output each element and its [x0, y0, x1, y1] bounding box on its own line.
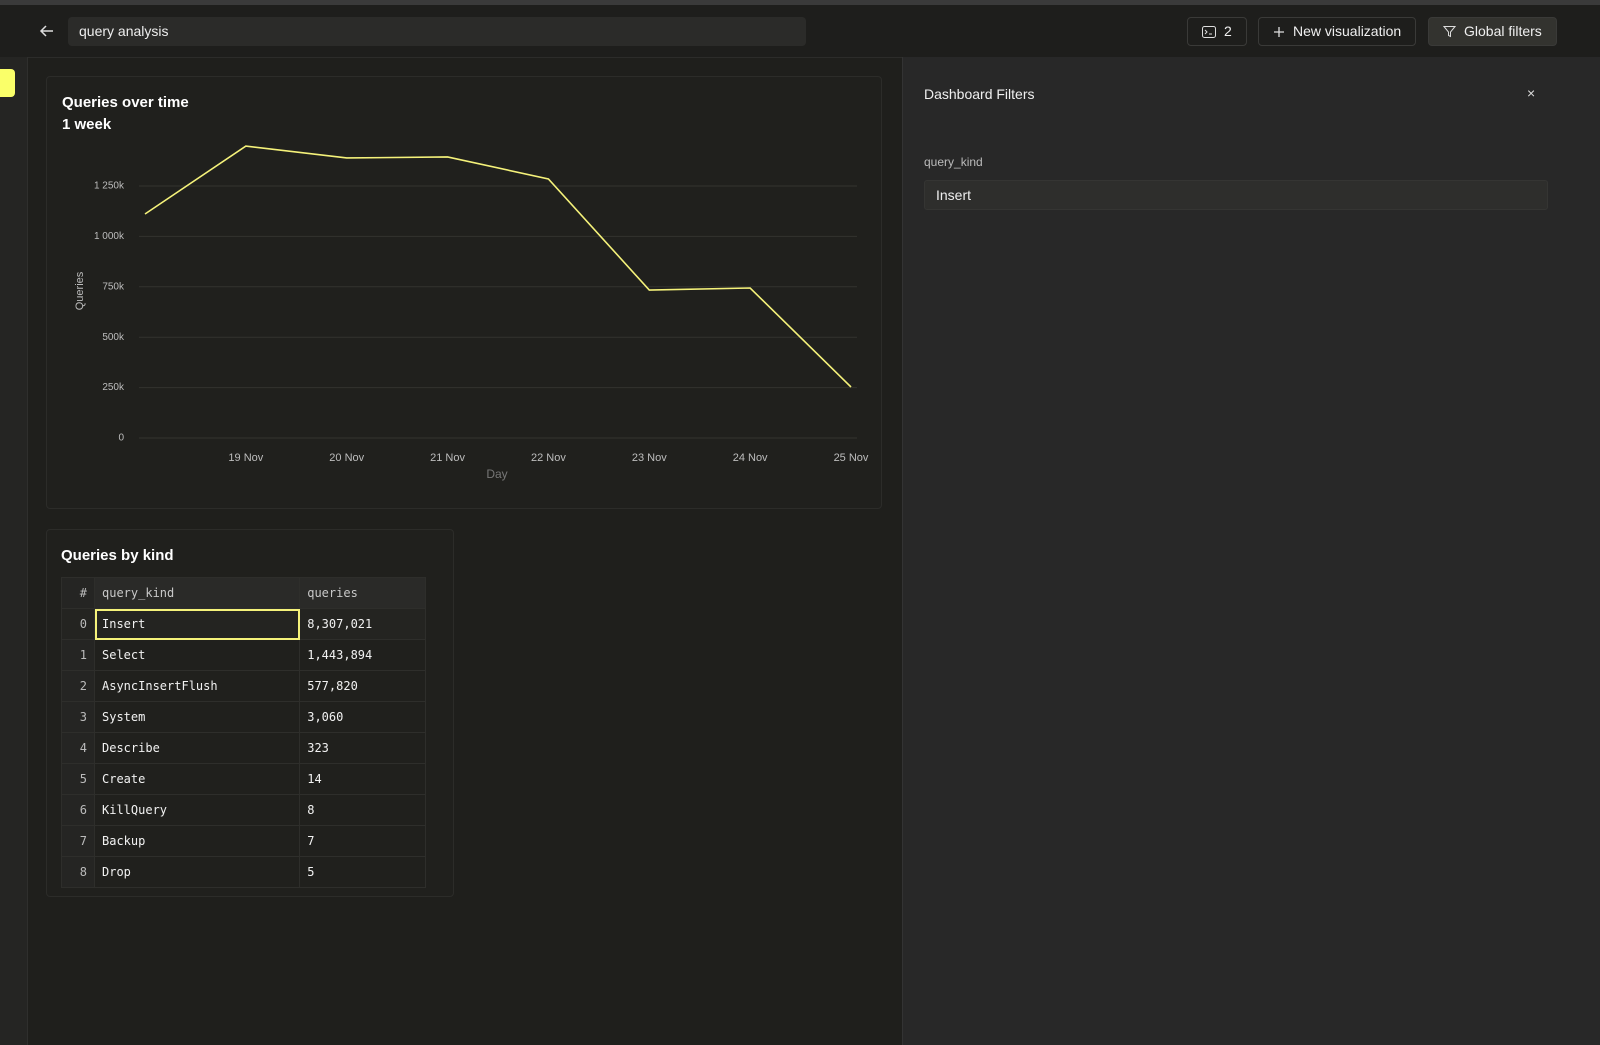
y-tick-label: 1 250k	[94, 181, 125, 192]
table-row: 7Backup7	[62, 826, 426, 857]
terminal-icon	[1202, 26, 1216, 38]
chart-title: Queries over time	[62, 94, 189, 111]
x-tick-label: 25 Nov	[834, 452, 869, 464]
table-cell[interactable]: 323	[300, 733, 426, 764]
table-cell[interactable]: 5	[62, 764, 95, 795]
table-cell[interactable]: 0	[62, 609, 95, 640]
sidebar	[0, 57, 28, 1045]
y-tick-label: 500k	[102, 332, 125, 343]
y-axis-title: Queries	[74, 271, 86, 310]
x-tick-label: 21 Nov	[430, 452, 465, 464]
table-cell[interactable]: 577,820	[300, 671, 426, 702]
filters-panel: Dashboard Filters × query_kind Insert	[902, 57, 1600, 1045]
column-header: queries	[300, 578, 426, 609]
result-table: #query_kindqueries0Insert8,307,0211Selec…	[61, 577, 426, 888]
table-cell[interactable]: 8	[300, 795, 426, 826]
title-input[interactable]: query analysis	[68, 17, 806, 46]
table-cell[interactable]: 6	[62, 795, 95, 826]
new-visualization-button[interactable]: New visualization	[1258, 17, 1416, 46]
table-cell[interactable]: AsyncInsertFlush	[95, 671, 300, 702]
table-title: Queries by kind	[61, 547, 174, 564]
filter-select[interactable]: Insert	[924, 180, 1548, 210]
line	[145, 146, 851, 387]
chart-subtitle: 1 week	[62, 116, 112, 133]
table-row: 8Drop5	[62, 857, 426, 888]
x-tick-label: 24 Nov	[733, 452, 768, 464]
table-cell[interactable]: 8,307,021	[300, 609, 426, 640]
filter-label: query_kind	[924, 155, 983, 169]
table-row: 5Create14	[62, 764, 426, 795]
table-cell[interactable]: System	[95, 702, 300, 733]
table-cell[interactable]: 8	[62, 857, 95, 888]
sidebar-active[interactable]	[0, 69, 15, 97]
x-tick-label: 23 Nov	[632, 452, 667, 464]
y-tick-label: 1 000k	[94, 231, 125, 242]
table-row: 0Insert8,307,021	[62, 609, 426, 640]
column-header: #	[62, 578, 95, 609]
table-row: 4Describe323	[62, 733, 426, 764]
y-tick-label: 0	[118, 433, 124, 444]
x-tick-label: 19 Nov	[228, 452, 263, 464]
table-row: 2AsyncInsertFlush577,820	[62, 671, 426, 702]
table-cell[interactable]: 4	[62, 733, 95, 764]
queries-button[interactable]: 2	[1187, 17, 1247, 46]
table-cell[interactable]: 14	[300, 764, 426, 795]
header-row: #query_kindqueries	[62, 578, 426, 609]
table-cell[interactable]: 7	[62, 826, 95, 857]
button-label: New visualization	[1293, 18, 1401, 45]
x-tick-label: 20 Nov	[329, 452, 364, 464]
y-tick-label: 250k	[102, 382, 125, 393]
table-cell[interactable]: 1	[62, 640, 95, 671]
chart: Queries over time 1 week Queries Day 0 25…	[47, 77, 883, 510]
global-filters-button[interactable]: Global filters	[1428, 17, 1557, 46]
table-row: 3System3,060	[62, 702, 426, 733]
table-cell[interactable]: KillQuery	[95, 795, 300, 826]
table-cell[interactable]: Select	[95, 640, 300, 671]
table-cell[interactable]: 3,060	[300, 702, 426, 733]
table-cell[interactable]: 7	[300, 826, 426, 857]
badge: 2	[1224, 18, 1232, 45]
table-cell[interactable]: Backup	[95, 826, 300, 857]
table-cell[interactable]: Create	[95, 764, 300, 795]
close-button[interactable]: ×	[1527, 85, 1535, 101]
chart-card: Queries over time 1 week Queries Day 0 25…	[46, 76, 882, 509]
filter-icon	[1443, 25, 1456, 38]
column-header: query_kind	[95, 578, 300, 609]
back-icon[interactable]	[38, 22, 56, 40]
table-row: 1Select1,443,894	[62, 640, 426, 671]
table-cell[interactable]: 3	[62, 702, 95, 733]
table-cell[interactable]: Drop	[95, 857, 300, 888]
table-row: 6KillQuery8	[62, 795, 426, 826]
x-tick-label: 22 Nov	[531, 452, 566, 464]
table-cell[interactable]: 5	[300, 857, 426, 888]
x-axis-title: Day	[486, 467, 507, 481]
table-cell[interactable]: 1,443,894	[300, 640, 426, 671]
panel-title: Dashboard Filters	[924, 86, 1035, 102]
table-cell[interactable]: Insert	[95, 609, 300, 640]
table-card: Queries by kind #query_kindqueries0Inser…	[46, 529, 454, 897]
table-cell[interactable]: 2	[62, 671, 95, 702]
table-cell[interactable]: Describe	[95, 733, 300, 764]
y-tick-label: 750k	[102, 281, 125, 292]
button-label: Global filters	[1464, 18, 1542, 45]
plus-icon	[1273, 26, 1285, 38]
